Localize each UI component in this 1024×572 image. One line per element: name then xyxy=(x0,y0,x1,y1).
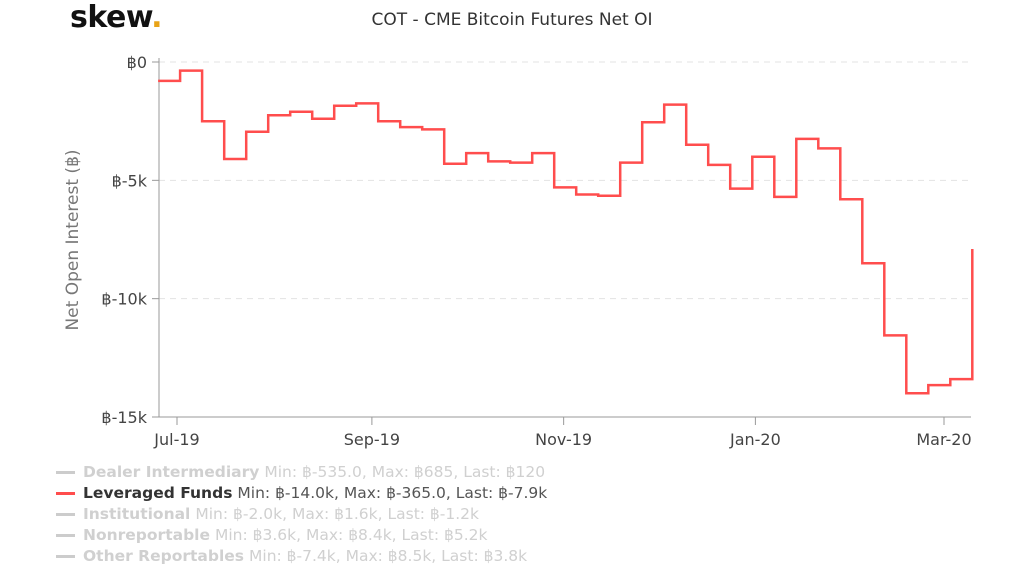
legend-item[interactable]: Nonreportable Min: ฿3.6k, Max: ฿8.4k, Las… xyxy=(56,525,547,546)
legend: Dealer Intermediary Min: ฿-535.0, Max: ฿6… xyxy=(56,462,547,567)
legend-name: Leveraged Funds xyxy=(83,484,233,502)
y-tick-label: ฿0 xyxy=(127,53,147,72)
legend-stats: Min: ฿-535.0, Max: ฿685, Last: ฿120 xyxy=(264,463,546,481)
legend-stats: Min: ฿-14.0k, Max: ฿-365.0, Last: ฿-7.9k xyxy=(237,484,548,502)
legend-item[interactable]: Institutional Min: ฿-2.0k, Max: ฿1.6k, La… xyxy=(56,504,547,525)
legend-swatch xyxy=(56,555,75,558)
x-tick-label: Jul-19 xyxy=(153,430,199,449)
x-tick-label: Mar-20 xyxy=(916,430,971,449)
y-axis-label: Net Open Interest (฿) xyxy=(63,149,83,330)
legend-name: Dealer Intermediary xyxy=(83,463,260,481)
legend-item[interactable]: Other Reportables Min: ฿-7.4k, Max: ฿8.5k… xyxy=(56,546,547,567)
series-line-leveraged-funds xyxy=(158,69,974,395)
legend-stats: Min: ฿-7.4k, Max: ฿8.5k, Last: ฿3.8k xyxy=(249,547,528,565)
legend-stats: Min: ฿3.6k, Max: ฿8.4k, Last: ฿5.2k xyxy=(215,526,488,544)
y-tick-label: ฿-10k xyxy=(101,290,147,309)
legend-stats: Min: ฿-2.0k, Max: ฿1.6k, Last: ฿-1.2k xyxy=(195,505,480,523)
legend-item[interactable]: Leveraged Funds Min: ฿-14.0k, Max: ฿-365.… xyxy=(56,483,547,504)
legend-swatch xyxy=(56,492,75,495)
legend-name: Nonreportable xyxy=(83,526,210,544)
skew-logo: skew. xyxy=(70,0,163,35)
legend-swatch xyxy=(56,471,75,474)
x-tick-label: Jan-20 xyxy=(729,430,781,449)
logo-text: skew xyxy=(70,0,152,35)
legend-swatch xyxy=(56,513,75,516)
x-tick-label: Sep-19 xyxy=(344,430,400,449)
logo-dot: . xyxy=(151,0,163,35)
legend-item[interactable]: Dealer Intermediary Min: ฿-535.0, Max: ฿6… xyxy=(56,462,547,483)
chart-title: COT - CME Bitcoin Futures Net OI xyxy=(372,10,653,30)
x-tick-label: Nov-19 xyxy=(535,430,592,449)
y-tick-label: ฿-5k xyxy=(112,171,148,190)
legend-name: Institutional xyxy=(83,505,191,523)
legend-name: Other Reportables xyxy=(83,547,245,565)
y-tick-label: ฿-15k xyxy=(101,408,147,427)
legend-swatch xyxy=(56,534,75,537)
